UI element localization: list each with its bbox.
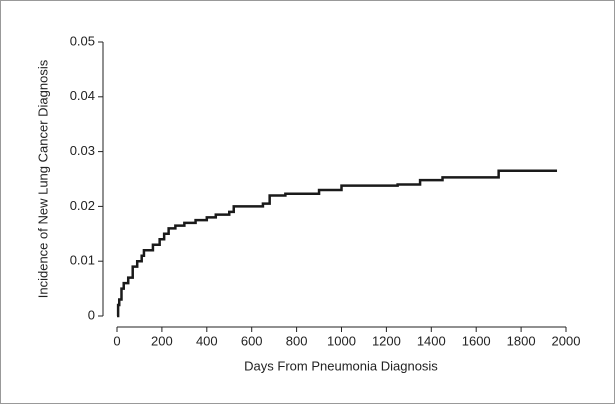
x-tick-label: 800 <box>286 333 308 348</box>
x-tick-label: 1000 <box>327 333 356 348</box>
x-tick-label: 2000 <box>552 333 581 348</box>
x-tick-label: 400 <box>196 333 218 348</box>
x-tick-label: 1600 <box>462 333 491 348</box>
x-tick-label: 1400 <box>417 333 446 348</box>
x-tick-label: 1200 <box>372 333 401 348</box>
x-tick-label: 200 <box>151 333 173 348</box>
y-tick-label: 0.02 <box>70 198 95 213</box>
y-tick-label: 0.01 <box>70 253 95 268</box>
y-tick-label: 0.05 <box>70 33 95 48</box>
x-tick-label: 600 <box>241 333 263 348</box>
y-tick-label: 0 <box>88 307 95 322</box>
x-tick-label: 1800 <box>507 333 536 348</box>
y-axis-label: Incidence of New Lung Cancer Diagnosis <box>35 59 50 298</box>
x-axis-label: Days From Pneumonia Diagnosis <box>244 358 438 373</box>
line <box>116 169 558 318</box>
y-tick-label: 0.03 <box>70 143 95 158</box>
x-tick-label: 0 <box>113 333 120 348</box>
y-tick-label: 0.04 <box>70 88 95 103</box>
